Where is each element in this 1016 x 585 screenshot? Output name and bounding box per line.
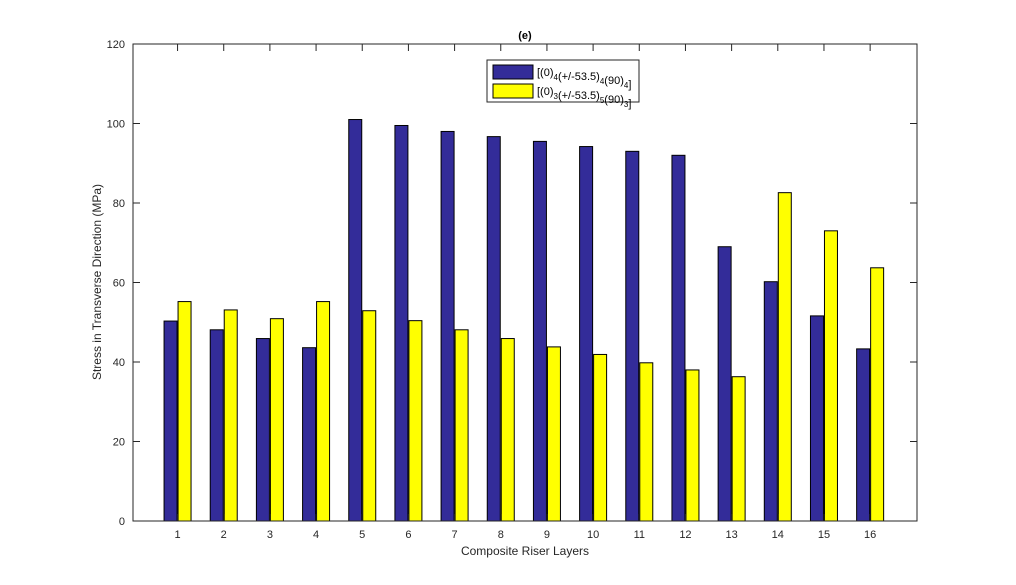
bar-series1-layer14: [763, 281, 778, 522]
x-tick-label: 11: [634, 529, 645, 541]
x-tick-label: 16: [864, 529, 876, 541]
y-tick-label: 0: [119, 516, 125, 528]
y-tick-label: 20: [113, 437, 125, 449]
x-tick-label: 13: [725, 529, 737, 541]
x-tick-label: 2: [221, 529, 227, 541]
bar-series2-layer9: [546, 346, 561, 522]
legend: [(0)4(+/-53.5)4(90)4][(0)3(+/-53.5)5(90)…: [486, 59, 640, 110]
y-tick-label: 60: [113, 278, 125, 290]
legend-label-series2: [(0)3(+/-53.5)5(90)3]: [537, 86, 631, 110]
y-tick-label: 100: [107, 119, 125, 131]
bar-series1-layer1: [163, 320, 178, 522]
bar-series2-layer10: [593, 353, 608, 522]
legend-swatch-series2: [492, 83, 534, 99]
bars-group: [163, 119, 885, 522]
bar-series1-layer5: [348, 119, 363, 522]
bar-series2-layer1: [177, 301, 192, 522]
bar-series1-layer7: [440, 130, 455, 522]
bar-series2-layer16: [870, 267, 885, 522]
bar-series1-layer4: [302, 347, 317, 522]
bar-series1-layer13: [717, 246, 732, 522]
x-tick-label: 6: [405, 529, 411, 541]
x-tick-label: 14: [772, 529, 784, 541]
bar-series1-layer2: [209, 329, 224, 522]
bar-series1-layer15: [809, 315, 824, 522]
bar-series1-layer6: [394, 124, 409, 522]
legend-swatch-series1: [492, 64, 534, 80]
bar-series1-layer9: [532, 140, 547, 522]
bar-series1-layer16: [856, 348, 871, 522]
bar-series2-layer14: [777, 192, 792, 522]
x-tick-label: 5: [359, 529, 365, 541]
bar-series2-layer5: [362, 310, 377, 522]
bar-series2-layer2: [223, 309, 238, 522]
bar-series2-layer3: [269, 318, 284, 522]
x-tick-label: 12: [679, 529, 691, 541]
chart-title: (e): [518, 30, 532, 42]
x-tick-label: 9: [544, 529, 550, 541]
bar-series2-layer12: [685, 369, 700, 522]
bar-series2-layer7: [454, 329, 469, 522]
legend-label-series1: [(0)4(+/-53.5)4(90)4]: [537, 67, 631, 91]
bar-series1-layer12: [671, 154, 686, 522]
y-tick-label: 120: [107, 39, 125, 51]
bar-series1-layer3: [255, 338, 270, 522]
bar-series1-layer11: [625, 150, 640, 522]
bar-series2-layer4: [316, 301, 331, 522]
bar-series2-layer11: [639, 362, 654, 522]
y-tick-label: 80: [113, 198, 125, 210]
bar-series2-layer13: [731, 376, 746, 522]
bar-series2-layer6: [408, 320, 423, 522]
x-tick-label: 8: [498, 529, 504, 541]
x-tick-label: 7: [452, 529, 458, 541]
bar-series1-layer10: [579, 146, 594, 522]
plot-area: [133, 44, 917, 521]
x-tick-label: 10: [587, 529, 599, 541]
x-tick-label: 1: [174, 529, 180, 541]
bar-series2-layer8: [500, 338, 515, 522]
bar-series1-layer8: [486, 136, 501, 522]
y-axis-label: Stress in Transverse Direction (MPa): [90, 184, 104, 380]
y-tick-label: 40: [113, 357, 125, 369]
x-tick-label: 3: [267, 529, 273, 541]
x-tick-label: 15: [818, 529, 830, 541]
x-axis-label: Composite Riser Layers: [461, 544, 589, 558]
x-tick-label: 4: [313, 529, 319, 541]
bar-series2-layer15: [823, 230, 838, 522]
